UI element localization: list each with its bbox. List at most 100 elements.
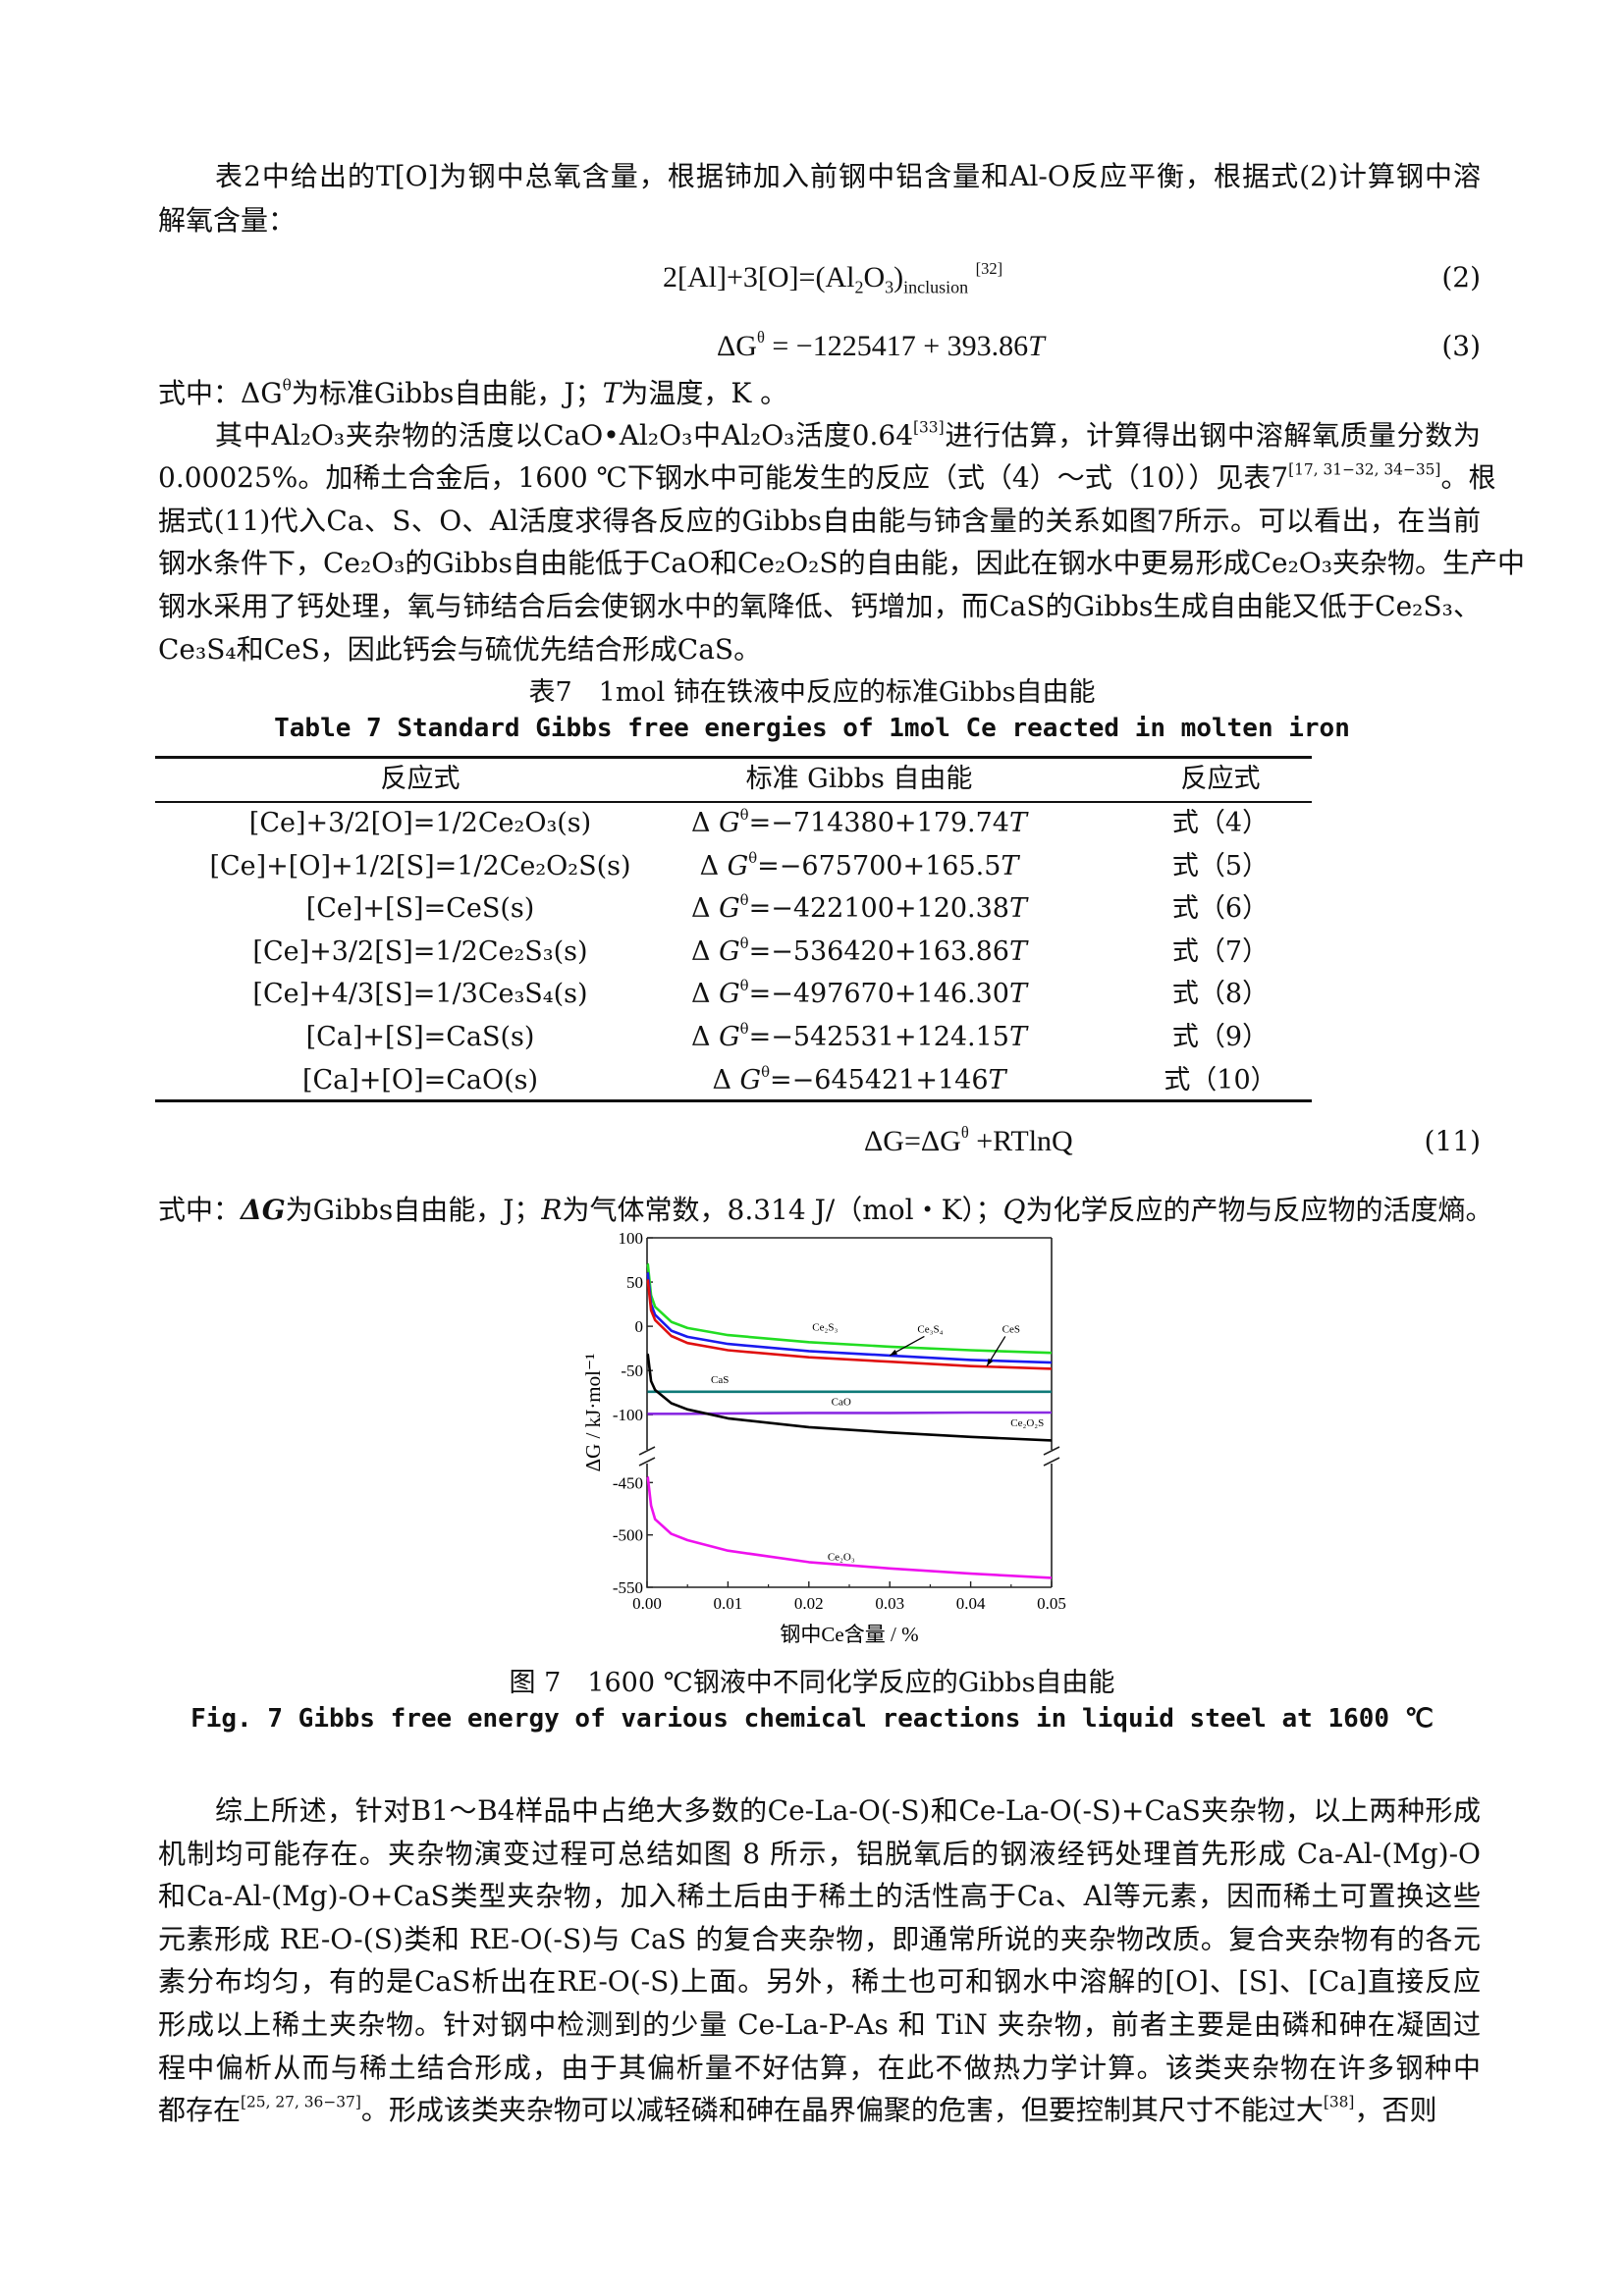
text-line: 元素形成 RE-O-(S)类和 RE-O(-S)与 CaS 的复合夹杂物，即通常… (158, 1918, 1481, 1961)
g-symbol: G (739, 1064, 762, 1095)
theta-superscript: θ (739, 977, 749, 995)
subscript: 2 (854, 277, 864, 297)
superscript: [33] (913, 418, 945, 437)
text-line: 钢水采用了钙处理，氧与铈结合后会使钢水中的氧降低、钙增加，而CaS的Gibbs生… (158, 585, 1481, 628)
text-line: Ce₃S₄和CeS，因此钙会与硫优先结合形成CaS。 (158, 628, 1481, 671)
equation-3-note: 式中：ΔGθ为标准Gibbs自由能，J；T为温度，K 。 (158, 372, 1481, 415)
equation-ref-cell: 式（7） (1171, 935, 1270, 967)
delta-symbol: Δ (690, 935, 711, 967)
text-run: Ce₃S₄和CeS，因此钙会与硫优先结合形成CaS。 (158, 633, 762, 666)
text-run: 为化学反应的产物与反应物的活度熵。 (1025, 1194, 1493, 1226)
y-tick-label: 100 (619, 1229, 644, 1248)
reaction-cell: [Ce]+[O]+1/2[S]=1/2Ce₂O₂S(s) (209, 850, 631, 881)
energy-value: =−497670+146.30 (748, 979, 1009, 1010)
x-tick-label: 0.03 (875, 1594, 904, 1613)
axis-break-left (638, 1446, 656, 1467)
energy-value: =−675700+165.5 (757, 850, 1001, 881)
y-tick-label: 50 (626, 1273, 643, 1292)
text-run: 元素形成 RE-O-(S)类和 RE-O(-S)与 CaS 的复合夹杂物，即通常… (158, 1923, 1481, 1955)
energy-value: =−422100+120.38 (748, 893, 1009, 925)
text-run: 为温度，K 。 (621, 377, 788, 409)
energy-cell: Δ Gθ=−675700+165.5T (628, 845, 1090, 888)
series-label: CeS (1002, 1323, 1020, 1335)
text-run: 都存在 (158, 2094, 242, 2126)
delta-symbol: Δ (690, 893, 711, 925)
delta-symbol: Δ (690, 1022, 711, 1052)
equation-ref-cell: 式（5） (1171, 850, 1270, 881)
text-run: 式中：ΔG (158, 377, 283, 409)
energy-value: =−645421+146 (770, 1064, 989, 1095)
text-line: 解氧含量： (158, 199, 1481, 242)
text-run: T (1028, 330, 1045, 362)
equation-11-number: (11) (1424, 1125, 1481, 1157)
equation-2: 2[Al]+3[O]=(Al2O3)inclusion [32] (663, 260, 1002, 297)
text-line: 机制均可能存在。夹杂物演变过程可总结如图 8 所示，铝脱氧后的钢液经钙处理首先形… (158, 1833, 1481, 1876)
y-tick-label: -100 (613, 1406, 643, 1424)
text-run: 形成以上稀土夹杂物。针对钢中检测到的少量 Ce-La-P-As 和 TiN 夹杂… (158, 2008, 1481, 2041)
energy-cell: Δ Gθ=−497670+146.30T (628, 973, 1090, 1016)
series-line-1 (646, 1271, 1053, 1364)
text-run: 表2中给出的T[O]为钢中总氧含量，根据铈加入前钢中铝含量和Al-O反应平衡，根… (215, 160, 1481, 192)
table-header-reaction: 反应式 (380, 764, 460, 794)
reaction-cell: [Ce]+4/3[S]=1/3Ce₃S₄(s) (252, 979, 588, 1010)
text-run: ΔG (241, 1194, 286, 1226)
figure-caption-cn: 图 7 1600 ℃钢液中不同化学反应的Gibbs自由能 (509, 1668, 1115, 1698)
energy-cell: Δ Gθ=−536420+163.86T (628, 931, 1090, 974)
series-label: Ce₂S₃ (812, 1322, 838, 1334)
x-axis-label: 钢中Ce含量 / % (780, 1623, 918, 1646)
series-label: Ce₂O₃ (828, 1551, 855, 1563)
y-tick-label: -550 (613, 1578, 643, 1597)
equation-ref-cell: 式（6） (1171, 893, 1270, 925)
equation-11: ΔG=ΔGθ +RTlnQ (864, 1122, 1073, 1158)
text-run: 。根 (1440, 461, 1496, 494)
t-symbol: T (1009, 979, 1028, 1010)
text-run: 和Ca-Al-(Mg)-O+CaS类型夹杂物，加入稀土后由于稀土的活性高于Ca、… (158, 1880, 1481, 1912)
energy-value: =−714380+179.74 (748, 808, 1009, 838)
series-label: CaS (711, 1374, 729, 1386)
superscript: [17, 31−32, 34−35] (1288, 460, 1441, 479)
text-run: 式中： (158, 1194, 242, 1226)
text-line: 其中Al₂O₃夹杂物的活度以CaO•Al₂O₃中Al₂O₃活度0.64[33]进… (215, 414, 1481, 457)
superscript: θ (960, 1122, 969, 1142)
text-run: 其中Al₂O₃夹杂物的活度以CaO•Al₂O₃中Al₂O₃活度0.64 (215, 419, 914, 452)
energy-value: =−536420+163.86 (748, 935, 1009, 967)
energy-cell: Δ Gθ=−645421+146T (628, 1059, 1090, 1102)
superscript: θ (756, 327, 765, 347)
reaction-cell: [Ce]+[S]=CeS(s) (305, 893, 535, 925)
series-label: Ce₂O₂S (1010, 1417, 1044, 1429)
text-run: 。形成该类夹杂物可以减轻磷和砷在晶界偏聚的危害，但要控制其尺寸不能过大 (360, 2094, 1324, 2126)
equation-ref-cell: 式（10） (1164, 1064, 1277, 1095)
gibbs-chart: 0.00 0.01 0.02 0.03 0.04 0.05 100 50 0 -50 -100 -45… (581, 1229, 1066, 1646)
text-line: 和Ca-Al-(Mg)-O+CaS类型夹杂物，加入稀土后由于稀土的活性高于Ca、… (158, 1875, 1481, 1918)
reaction-cell: [Ca]+[S]=CaS(s) (305, 1022, 535, 1052)
text-line: 形成以上稀土夹杂物。针对钢中检测到的少量 Ce-La-P-As 和 TiN 夹杂… (158, 2003, 1481, 2047)
energy-cell: Δ Gθ=−422100+120.38T (628, 887, 1090, 931)
text-run: 机制均可能存在。夹杂物演变过程可总结如图 8 所示，铝脱氧后的钢液经钙处理首先形… (158, 1838, 1481, 1870)
x-tick-label: 0.04 (956, 1594, 986, 1613)
equation-ref-cell: 式（8） (1171, 979, 1270, 1010)
table-caption-cn: 表7 1mol 铈在铁液中反应的标准Gibbs自由能 (528, 677, 1096, 708)
table-top-rule (155, 756, 1312, 759)
text-run (968, 261, 976, 294)
energy-cell: Δ Gθ=−714380+179.74T (628, 802, 1090, 845)
equation-3-number: (3) (1441, 330, 1481, 362)
t-symbol: T (1009, 1022, 1028, 1052)
text-run: ，否则 (1354, 2094, 1437, 2126)
theta-superscript: θ (748, 848, 758, 867)
text-run: 据式(11)代入Ca、S、O、Al活度求得各反应的Gibbs自由能与铈含量的关系… (158, 505, 1481, 537)
series-line-6 (646, 1475, 1053, 1579)
g-symbol: G (719, 1022, 740, 1052)
superscript: [38] (1323, 2093, 1355, 2111)
figure-caption-en: Fig. 7 Gibbs free energy of various chem… (190, 1704, 1434, 1734)
t-symbol: T (988, 1064, 1006, 1095)
energy-value: =−542531+124.15 (748, 1022, 1009, 1052)
text-run: 0.00025%。加稀土合金后，1600 ℃下钢水中可能发生的反应（式（4）～式… (158, 461, 1289, 494)
text-run: 2[Al]+3[O]=(Al (663, 261, 855, 294)
x-tick-label: 0.05 (1037, 1594, 1066, 1613)
series-label: Ce₃S₄ (917, 1323, 943, 1335)
g-symbol: G (719, 893, 740, 925)
table-header-eq: 反应式 (1180, 764, 1261, 794)
text-run: 进行估算，计算得出钢中溶解氧质量分数为 (944, 419, 1481, 452)
text-line: 都存在[25, 27, 36−37]。形成该类夹杂物可以减轻磷和砷在晶界偏聚的危… (158, 2089, 1481, 2132)
text-run: 钢水采用了钙处理，氧与铈结合后会使钢水中的氧降低、钙增加，而CaS的Gibbs生… (158, 590, 1481, 622)
